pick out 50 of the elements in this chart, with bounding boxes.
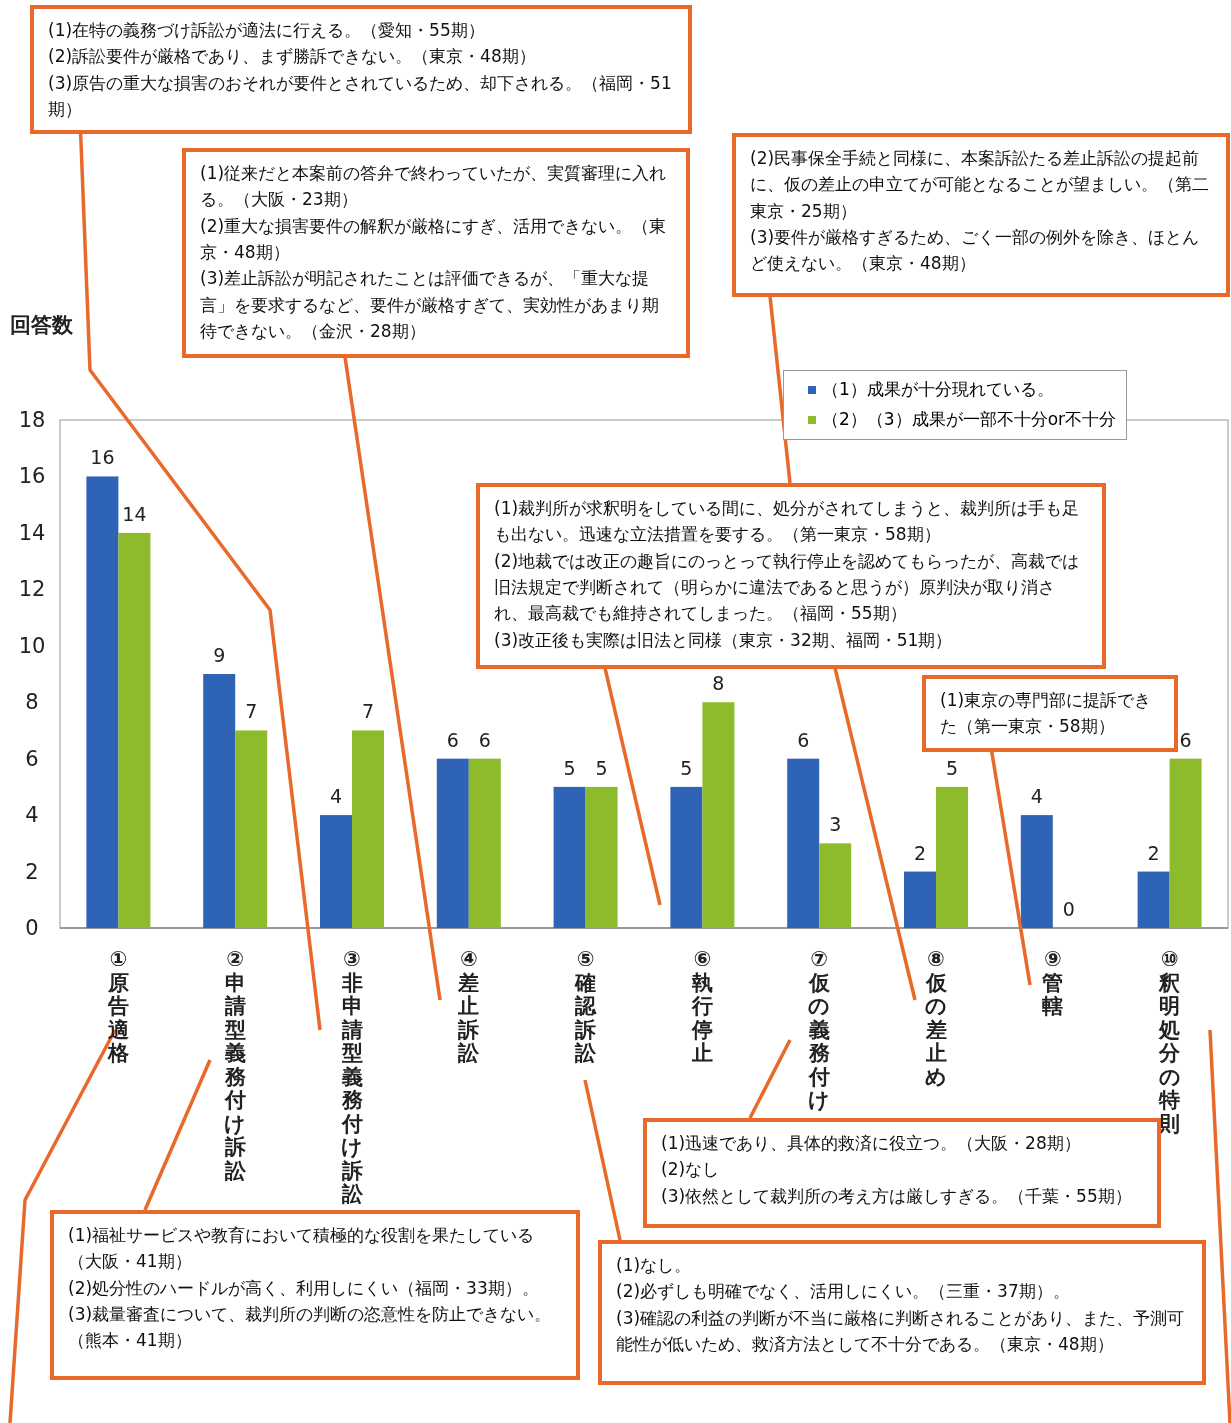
text: (1)福祉サービスや教育において積極的な役割を果たしている（大阪・41期） (2)処分性のハードルが高く、利用しにくい（福岡・33期）。 (3)裁量審査について、裁判所の判断の恣意性を防止できない。（熊本・41期） — [50, 1210, 580, 1380]
data-label: 4 — [329, 785, 343, 808]
x-tick-label: ⑨管轄 — [1041, 947, 1065, 1019]
y-tick-label: 10 — [18, 633, 46, 658]
category-label: ②申請型義務付け訴訟 — [224, 947, 247, 1183]
data-label: 5 — [595, 756, 608, 779]
data-label: 16 — [90, 446, 115, 469]
y-axis-title: 回答数 — [10, 313, 74, 337]
y-tick-label: 12 — [18, 577, 46, 602]
x-tick-label: ⑤確認訴訟 — [573, 947, 598, 1066]
annotation: (1)裁判所が求釈明をしている間に、処分がされてしまうと、裁判所は手も足も出ない。迅速な立法措置を要する。（第一東京・58期） (2)地裁では改正の趣旨にのっとって執行停止を認めてもらったが、高裁では旧法規定で判断されて（明らかに違法であると思うが）原判決が取り消され、最高裁でも維持されてしまった。（福岡・55期） (3)改正後も実際は旧法と同様（東京・32期、福岡・51期） — [476, 483, 1106, 669]
y-tick-label: 8 — [25, 690, 39, 715]
y-tick-label: 6 — [25, 746, 39, 771]
y-tick-label: 2 — [25, 859, 39, 884]
data-label: 0 — [1062, 898, 1075, 920]
y-tick-label: 14 — [18, 520, 46, 545]
legend-label: （2）（3）成果が一部不十分or不十分 — [822, 408, 1117, 429]
text: (2)民事保全手続と同様に、本案訴訟たる差止訴訟の提起前に、仮の差止の申立てが可能となることが望ましい。（第二東京・25期） (3)要件が厳格すぎるため、ごく一部の例外を除き、ほとんど使えない。（東京・48期） — [732, 133, 1230, 297]
category-label: ③非申請型義務付け訴訟 — [341, 947, 363, 1207]
data-label: 9 — [213, 644, 226, 666]
x-tick-label: ⑧仮の差止め — [924, 947, 948, 1090]
annotation: (1)東京の専門部に提訴できた（第一東京・58期） — [922, 675, 1178, 752]
data-label: 2 — [1147, 841, 1160, 864]
text: (1)迅速であり、具体的救済に役立つ。（大阪・28期） (2)なし (3)依然として裁判所の考え方は厳しすぎる。（千葉・55期） — [643, 1118, 1161, 1228]
data-label: 14 — [122, 502, 147, 525]
text: (1)従来だと本案前の答弁で終わっていたが、実質審理に入れる。（大阪・23期） (2)重大な損害要件の解釈が厳格にすぎ、活用できない。（東京・48期） (3)差止訴訟が明記されたことは評価できるが、「重大な提言」を要求するなど、要件が厳格すぎて、実効性があまり期待できない。（金沢・28期） — [182, 148, 690, 358]
data-label: 6 — [1179, 728, 1192, 751]
data-label: 3 — [829, 813, 842, 836]
text: (1)なし。 (2)必ずしも明確でなく、活用しにくい。（三重・37期）。 (3)確認の利益の判断が不当に厳格に判断されることがあり、また、予測可能性が低いため、救済方法として不十分である。（東京・48期） — [598, 1240, 1206, 1385]
data-label: 5 — [945, 756, 959, 779]
data-label: 6 — [797, 728, 810, 751]
data-label: 8 — [712, 672, 725, 695]
data-label: 4 — [1030, 785, 1043, 808]
data-label: 2 — [913, 841, 927, 864]
x-tick-label: ①原告適格 — [106, 947, 130, 1066]
x-tick-label: ⑥執行停止 — [690, 947, 714, 1066]
y-tick-label: 18 — [18, 408, 46, 432]
y-tick-label: 16 — [18, 464, 46, 489]
y-tick-label: 0 — [25, 916, 39, 940]
legend-label: （1）成果が十分現れている。 — [822, 379, 1054, 399]
data-label: 6 — [478, 728, 491, 751]
data-label: 5 — [563, 756, 576, 779]
x-tick-label: ④差止訴訟 — [457, 947, 481, 1066]
data-label: 6 — [446, 728, 459, 751]
data-label: 5 — [680, 756, 693, 779]
data-label: 7 — [361, 700, 375, 723]
y-tick-label: 4 — [25, 803, 39, 828]
text: (1)在特の義務づけ訴訟が適法に行える。（愛知・55期） (2)訴訟要件が厳格であり、まず勝訴できない。（東京・48期） (3)原告の重大な損害のおそれが要件とされているため、却下される。（福岡・51期） — [30, 5, 692, 135]
x-tick-label: ⑦仮の義務付け — [807, 947, 832, 1113]
data-label: 7 — [245, 700, 258, 723]
